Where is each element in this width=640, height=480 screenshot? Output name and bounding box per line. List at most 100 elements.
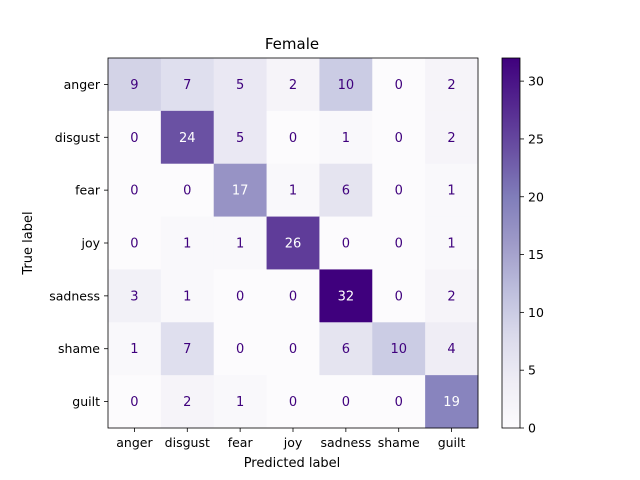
heatmap-cell	[266, 216, 320, 270]
cell-value-label: 0	[289, 289, 297, 304]
cell-value-label: 0	[395, 131, 403, 146]
heatmap-cell	[372, 163, 426, 217]
cell-value-label: 32	[338, 289, 355, 304]
cell-value-label: 0	[130, 131, 138, 146]
cell-value-label: 7	[183, 342, 191, 357]
cell-value-label: 0	[395, 78, 403, 93]
heatmap-cell	[425, 58, 479, 112]
y-tick-label: guilt	[72, 394, 100, 409]
cell-value-label: 3	[130, 289, 138, 304]
cell-value-label: 2	[447, 131, 455, 146]
heatmap-cell	[266, 163, 320, 217]
y-tick-label: joy	[80, 236, 100, 251]
heatmap-cell	[319, 269, 373, 323]
cell-value-label: 6	[342, 342, 350, 357]
cell-value-label: 0	[342, 237, 350, 252]
y-axis-label: True label	[21, 211, 36, 275]
cell-value-label: 0	[289, 131, 297, 146]
heatmap-cell	[213, 322, 267, 376]
heatmap-cell	[266, 375, 320, 429]
heatmap-cell	[160, 322, 215, 376]
heatmap-cell	[425, 269, 479, 323]
heatmap-cell	[160, 269, 215, 323]
cell-value-label: 9	[130, 78, 138, 93]
heatmap-cell	[213, 58, 267, 112]
y-tick-label: disgust	[55, 130, 100, 145]
y-tick-label: shame	[58, 341, 100, 356]
heatmap-cell	[160, 110, 215, 165]
cell-value-label: 2	[183, 395, 191, 410]
heatmap-cell	[319, 216, 373, 270]
heatmap-cell	[425, 375, 479, 429]
x-tick-label: joy	[283, 435, 303, 450]
heatmap-cell	[425, 110, 479, 165]
heatmap-cell	[319, 163, 373, 217]
cell-value-label: 26	[285, 237, 302, 252]
heatmap-cell	[160, 163, 215, 217]
cell-value-label: 1	[342, 131, 350, 146]
cell-value-label: 0	[236, 289, 244, 304]
cell-value-label: 0	[236, 342, 244, 357]
x-tick-label: sadness	[320, 435, 371, 450]
cell-value-label: 10	[338, 78, 355, 93]
colorbar-tick-label: 10	[528, 305, 544, 320]
cell-value-label: 0	[130, 184, 138, 199]
heatmap-cell-labels: 9 7 5 2 10 0 20 24 5 0 1 0 20 0 17 1 6 0 10 1 1 26 0 0 13 1 0 0 32 0 2…	[130, 78, 460, 410]
heatmap-cell	[213, 163, 267, 217]
heatmap-cell	[108, 110, 162, 165]
heatmap-cell	[108, 58, 162, 112]
colorbar-tick-label: 25	[528, 131, 544, 146]
cell-value-label: 0	[289, 395, 297, 410]
x-tick-label: anger	[116, 435, 153, 450]
heatmap-cell	[108, 375, 162, 429]
cell-value-label: 24	[179, 131, 196, 146]
colorbar-ticks: 0 5 10 15 20 25 30	[520, 74, 544, 436]
heatmap-cell	[319, 375, 373, 429]
cell-value-label: 2	[447, 78, 455, 93]
cell-value-label: 6	[342, 184, 350, 199]
heatmap-cell	[213, 216, 267, 270]
cell-value-label: 19	[443, 395, 460, 410]
y-tick-label: anger	[64, 77, 101, 92]
x-axis-label: Predicted label	[244, 456, 341, 471]
cell-value-label: 0	[289, 342, 297, 357]
cell-value-label: 7	[183, 78, 191, 93]
cell-value-label: 1	[236, 395, 244, 410]
cell-value-label: 2	[447, 289, 455, 304]
x-tick-label: shame	[378, 435, 420, 450]
cell-value-label: 4	[447, 342, 455, 357]
colorbar-tick-label: 0	[528, 421, 536, 436]
cell-value-label: 1	[447, 184, 455, 199]
x-tick-label: disgust	[165, 435, 210, 450]
heatmap-cell	[425, 322, 479, 376]
heatmap-cell	[160, 58, 215, 112]
y-tick-label: fear	[75, 183, 101, 198]
colorbar	[501, 57, 521, 429]
heatmap-cell	[266, 110, 320, 165]
heatmap-cell	[319, 58, 373, 112]
heatmap-cell	[372, 110, 426, 165]
heatmap-cell	[160, 375, 215, 429]
cell-value-label: 0	[130, 237, 138, 252]
cell-value-label: 1	[130, 342, 138, 357]
cell-value-label: 1	[183, 237, 191, 252]
heatmap-cell	[108, 322, 162, 376]
cell-value-label: 2	[289, 78, 297, 93]
y-axis-ticks: anger disgust fear joy sadness shame guilt	[49, 77, 108, 409]
cell-value-label: 5	[236, 78, 244, 93]
heatmap-cell	[372, 375, 426, 429]
heatmap-cell	[213, 375, 267, 429]
cell-value-label: 0	[183, 184, 191, 199]
heatmap-cell	[425, 216, 479, 270]
colorbar-tick-label: 15	[528, 247, 544, 262]
x-tick-label: fear	[228, 435, 254, 450]
heatmap-cell	[372, 216, 426, 270]
heatmap-cell	[108, 163, 162, 217]
heatmap-cell	[160, 216, 215, 270]
heatmap-cell	[319, 322, 373, 376]
cell-value-label: 0	[395, 395, 403, 410]
y-tick-label: sadness	[49, 288, 100, 303]
heatmap-cell	[266, 58, 320, 112]
cell-value-label: 10	[390, 342, 407, 357]
